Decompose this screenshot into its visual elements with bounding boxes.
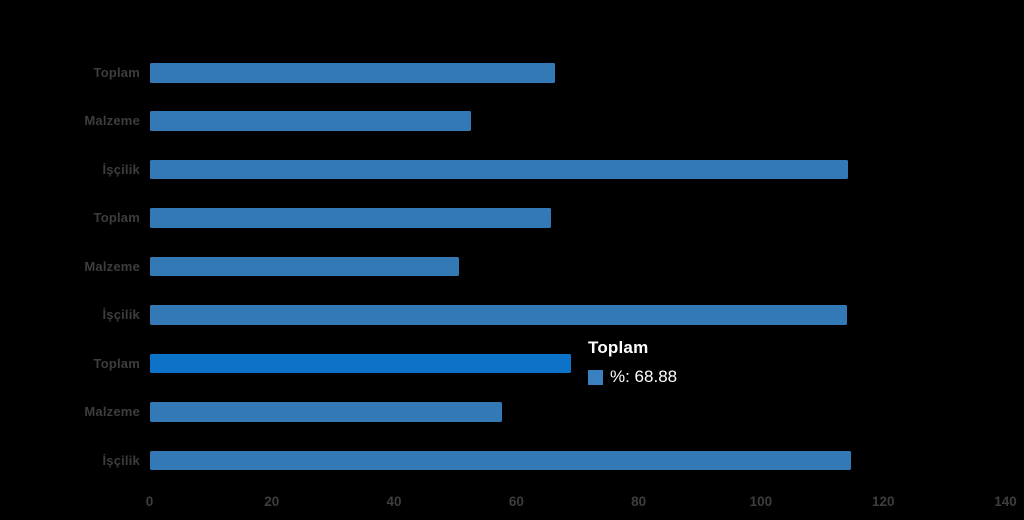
bar[interactable] — [149, 353, 571, 374]
bar[interactable] — [149, 402, 503, 422]
category-label: Toplam — [93, 210, 140, 226]
bar[interactable] — [149, 208, 552, 228]
bar[interactable] — [149, 450, 851, 471]
bar[interactable] — [149, 256, 460, 277]
x-tick-label: 60 — [508, 494, 524, 509]
tooltip-title: Toplam — [588, 338, 649, 357]
bar[interactable] — [149, 159, 848, 180]
category-label: Malzeme — [84, 113, 140, 129]
tooltip-row: %: 68.88 — [588, 367, 677, 387]
bar[interactable] — [149, 305, 847, 325]
x-tick-label: 0 — [145, 494, 154, 509]
tooltip: Toplam %: 68.88 — [588, 338, 677, 387]
category-label: Malzeme — [84, 258, 140, 274]
category-label: Toplam — [93, 355, 140, 371]
bar[interactable] — [149, 63, 556, 83]
category-label: İşçilik — [102, 161, 140, 177]
x-tick-label: 80 — [631, 494, 647, 509]
x-tick-label: 140 — [994, 494, 1017, 509]
x-tick-label: 100 — [749, 494, 773, 509]
x-tick-label: 40 — [386, 494, 402, 509]
x-tick-label: 20 — [264, 494, 280, 509]
category-label: Malzeme — [84, 404, 140, 420]
tooltip-value: %: 68.88 — [610, 367, 678, 386]
category-label: İşçilik — [102, 307, 140, 323]
x-tick-label: 120 — [871, 494, 895, 509]
bar[interactable] — [149, 111, 471, 131]
category-label: Toplam — [93, 65, 140, 80]
category-label: İşçilik — [102, 452, 140, 468]
series-swatch-icon — [588, 369, 603, 385]
